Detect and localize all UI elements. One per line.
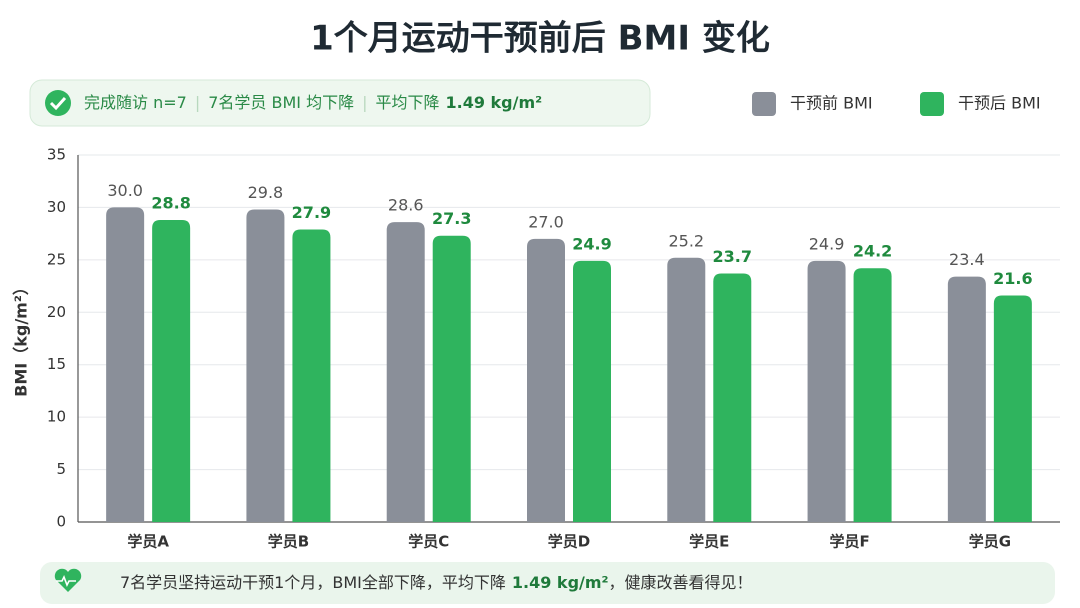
legend-label: 干预前 BMI xyxy=(790,94,873,113)
value-label: 30.0 xyxy=(107,181,143,200)
footer-box xyxy=(40,562,1055,604)
x-tick-label: 学员B xyxy=(268,533,309,551)
value-label: 23.7 xyxy=(713,247,752,266)
bar xyxy=(993,295,1032,522)
footer-part: 1.49 kg/m² xyxy=(512,573,609,592)
bar xyxy=(853,268,892,522)
value-label: 27.9 xyxy=(292,203,331,222)
x-tick-label: 学员G xyxy=(969,533,1011,551)
pulse-line xyxy=(56,575,76,587)
badge-part: 平均下降 xyxy=(375,93,439,112)
separator: | xyxy=(362,93,367,112)
legend-swatch xyxy=(920,92,944,116)
separator: | xyxy=(195,93,200,112)
x-tick-label: 学员F xyxy=(829,533,869,551)
x-tick-label: 学员A xyxy=(127,533,169,551)
bar xyxy=(246,209,285,523)
x-tick-label: 学员C xyxy=(408,533,449,551)
bar xyxy=(106,207,145,522)
bar xyxy=(807,260,846,522)
value-label: 21.6 xyxy=(993,269,1032,288)
value-label: 29.8 xyxy=(248,183,284,202)
y-axis-label: BMI（kg/m²） xyxy=(12,279,31,397)
value-label: 27.3 xyxy=(432,209,471,228)
bar xyxy=(386,222,425,522)
value-label: 28.6 xyxy=(388,196,424,215)
y-tick-label: 0 xyxy=(56,513,66,531)
bar xyxy=(527,238,565,522)
footer-part: 7名学员坚持运动干预1个月，BMI全部下降，平均下降 xyxy=(120,573,506,592)
check-mark xyxy=(49,96,67,111)
check-icon xyxy=(45,90,71,116)
value-label: 28.8 xyxy=(151,194,190,213)
y-tick-label: 30 xyxy=(47,198,66,216)
badge-part: 完成随访 n=7 xyxy=(84,93,187,112)
value-label: 27.0 xyxy=(528,212,564,231)
bar xyxy=(152,220,191,523)
value-label: 24.2 xyxy=(853,242,892,261)
y-tick-label: 15 xyxy=(47,355,66,373)
bar xyxy=(292,229,331,522)
y-tick-label: 25 xyxy=(47,250,66,268)
footer-part: ，健康改善看得见！ xyxy=(609,573,753,592)
y-tick-label: 20 xyxy=(47,303,66,321)
bar xyxy=(667,257,706,522)
bar xyxy=(947,276,986,522)
y-tick-label: 10 xyxy=(47,408,66,426)
value-label: 24.9 xyxy=(809,234,845,253)
summary-badge xyxy=(29,79,651,127)
bar xyxy=(713,273,752,522)
legend-label: 干预后 BMI xyxy=(958,94,1041,113)
value-label: 25.2 xyxy=(668,231,704,250)
badge-part: 1.49 kg/m² xyxy=(445,93,542,112)
chart-title: 1个月运动干预前后 BMI 变化 xyxy=(310,19,770,59)
heart-icon xyxy=(54,568,82,592)
badge-part: 7名学员 BMI 均下降 xyxy=(208,93,354,112)
x-tick-label: 学员D xyxy=(548,533,590,551)
y-tick-label: 5 xyxy=(56,460,66,478)
bar xyxy=(573,260,611,522)
badge-text: 完成随访 n=7 | 7名学员 BMI 均下降 | 平均下降 1.49 kg/m² xyxy=(84,93,542,112)
legend-swatch xyxy=(752,92,776,116)
footer-text: 7名学员坚持运动干预1个月，BMI全部下降，平均下降 1.49 kg/m²，健康改… xyxy=(120,573,753,592)
value-label: 24.9 xyxy=(572,234,611,253)
bar xyxy=(432,235,471,523)
value-label: 23.4 xyxy=(949,250,985,269)
x-tick-label: 学员E xyxy=(689,533,729,551)
y-tick-label: 35 xyxy=(47,146,66,164)
